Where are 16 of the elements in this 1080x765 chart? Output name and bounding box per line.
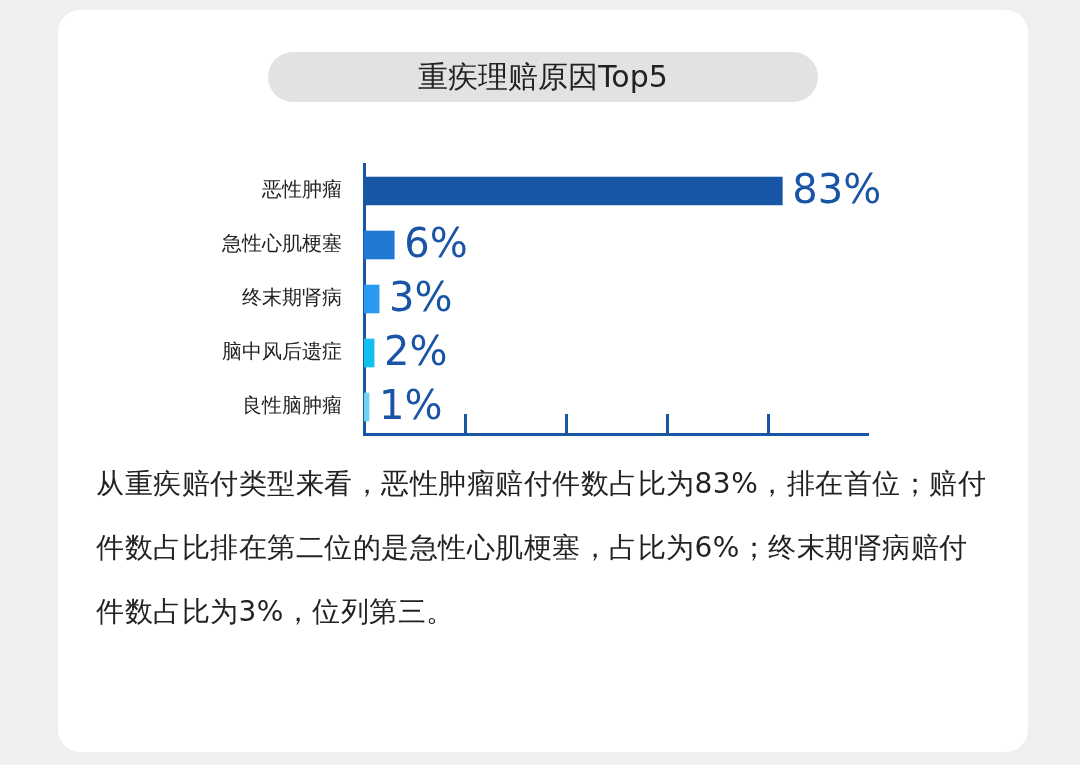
data-label: 3% (389, 274, 453, 321)
y-tick-label: 良性脑肿瘤 (242, 393, 342, 418)
bar (364, 230, 395, 260)
y-tick-label: 恶性肿瘤 (261, 177, 342, 202)
y-tick-label: 终末期肾病 (242, 285, 342, 310)
bar (364, 338, 375, 368)
bar (364, 284, 380, 314)
data-label: 83% (792, 166, 882, 213)
y-tick-label: 急性心肌梗塞 (221, 231, 342, 256)
bar (364, 392, 370, 422)
text: 从重疾赔付类型来看，恶性肿瘤赔付件数占比为83%，排在首位；赔付件数占比排在第二位的是急性心肌梗塞，占比为6%；终末期肾病赔付件数占比为3%，位列第三。 (96, 466, 988, 630)
data-label: 6% (404, 220, 468, 267)
data-label: 2% (384, 328, 448, 375)
y-tick-label: 脑中风后遗症 (222, 339, 342, 364)
data-label: 1% (379, 382, 443, 429)
chart-title: 重疾理赔原因Top5 (268, 52, 818, 102)
